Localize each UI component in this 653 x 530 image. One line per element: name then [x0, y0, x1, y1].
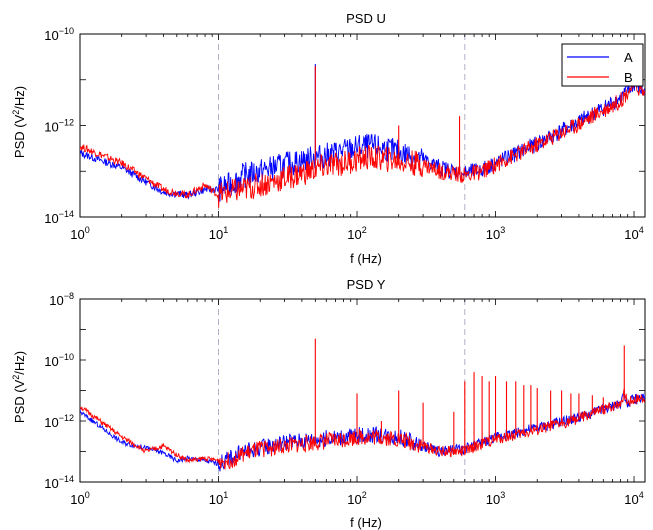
y-tick-label: 10−10	[44, 26, 74, 43]
plot-area	[79, 298, 646, 483]
legend-label-a: A	[624, 50, 633, 65]
legend-box	[561, 43, 644, 87]
y-tick-label: 10−12	[44, 413, 74, 430]
tick-marks	[79, 33, 645, 218]
y-axis-label: PSD (V2/Hz)	[11, 86, 27, 158]
x-tick-label: 102	[347, 490, 366, 507]
x-tick-label: 101	[209, 490, 228, 507]
x-tick-label: 103	[486, 490, 505, 507]
chart-title: PSD U	[346, 11, 386, 26]
plot-area	[79, 33, 646, 218]
x-tick-label: 101	[209, 225, 228, 242]
series-group	[80, 64, 645, 208]
legend: A B	[561, 43, 644, 87]
y-tick-label: 10−14	[44, 474, 74, 491]
x-tick-label: 104	[624, 490, 643, 507]
y-tick-label: 10−14	[44, 209, 74, 226]
x-tick-label: 100	[70, 225, 89, 242]
y-axis-label: PSD (V2/Hz)	[11, 351, 27, 423]
x-tick-label: 104	[624, 225, 643, 242]
x-tick-label: 103	[486, 225, 505, 242]
chart-psd-y: PSD Y 100 101 102 103 104 10−14 10−12 10−10 10−…	[11, 277, 646, 530]
x-tick-label: 102	[347, 225, 366, 242]
series-line-b	[80, 76, 645, 208]
x-axis-label: f (Hz)	[350, 251, 382, 266]
y-tick-label: 10−8	[49, 291, 74, 308]
y-tick-label: 10−12	[44, 118, 74, 135]
x-tick-label: 100	[70, 490, 89, 507]
series-group	[80, 338, 645, 472]
y-tick-label: 10−10	[44, 352, 74, 369]
chart-psd-u: PSD U 100 101 102 103 104 10−14 10−12 10−10 f …	[11, 11, 646, 266]
x-axis-label: f (Hz)	[350, 515, 382, 530]
tick-marks	[79, 298, 645, 483]
chart-title: PSD Y	[347, 277, 386, 292]
legend-label-b: B	[624, 70, 633, 85]
